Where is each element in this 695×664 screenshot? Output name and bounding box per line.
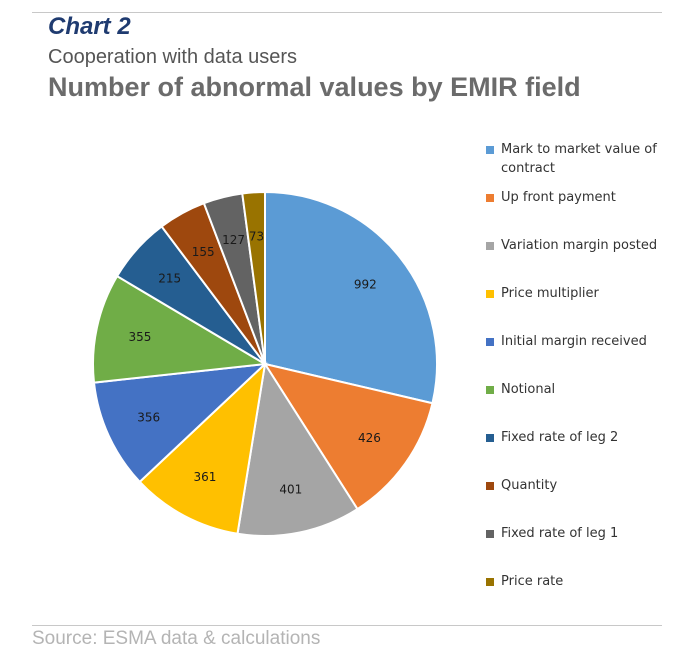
legend-swatch-3 <box>486 290 494 298</box>
legend-label-7: Quantity <box>501 478 558 493</box>
data-label-8: 127 <box>222 233 245 247</box>
legend-item-8: Fixed rate of leg 1 <box>486 524 669 543</box>
data-label-9: 73 <box>249 229 264 243</box>
legend-swatch-0 <box>486 146 494 154</box>
legend-item-0: Mark to market value of contract <box>486 140 669 178</box>
legend-swatch-4 <box>486 338 494 346</box>
legend-swatch-5 <box>486 386 494 394</box>
legend-item-4: Initial margin received <box>486 332 669 351</box>
chart-number: Chart 2 <box>48 13 131 40</box>
legend-label-2: Variation margin posted <box>501 238 658 253</box>
legend-label-4: Initial margin received <box>501 334 647 349</box>
pie-slice-1 <box>262 362 434 511</box>
legend-label-1: Up front payment <box>501 190 616 205</box>
data-label-7: 155 <box>192 245 215 259</box>
data-label-4: 356 <box>137 411 160 425</box>
chart-title: Number of abnormal values by EMIR field <box>48 72 581 102</box>
legend-item-7: Quantity <box>486 476 669 495</box>
pie-slice-4 <box>92 362 268 484</box>
pie-slice-9 <box>241 190 266 365</box>
legend-label-9: Price rate <box>501 574 564 589</box>
data-label-3: 361 <box>193 470 216 484</box>
data-label-5: 355 <box>128 330 151 344</box>
legend-label-5: Notional <box>501 382 556 397</box>
bottom-rule <box>32 625 662 626</box>
top-rule <box>32 12 662 13</box>
legend-label-8: Fixed rate of leg 1 <box>501 526 619 541</box>
legend-item-2: Variation margin posted <box>486 236 669 255</box>
legend-swatch-9 <box>486 578 494 586</box>
data-label-1: 426 <box>358 431 381 445</box>
legend-swatch-2 <box>486 242 494 250</box>
legend-item-3: Price multiplier <box>486 284 669 303</box>
pie-slice-3 <box>138 361 267 535</box>
data-label-2: 401 <box>279 482 302 496</box>
legend-item-6: Fixed rate of leg 2 <box>486 428 669 447</box>
legend-swatch-6 <box>486 434 494 442</box>
data-label-6: 215 <box>158 272 181 286</box>
pie-slice-0 <box>264 190 438 405</box>
legend-swatch-1 <box>486 194 494 202</box>
legend-item-1: Up front payment <box>486 188 669 207</box>
legend-label-6: Fixed rate of leg 2 <box>501 430 619 445</box>
legend-item-9: Price rate <box>486 572 669 591</box>
pie-slice-5 <box>92 274 269 384</box>
legend-swatch-7 <box>486 482 494 490</box>
legend-swatch-8 <box>486 530 494 538</box>
pie-slice-2 <box>236 361 359 537</box>
source-note: Source: ESMA data & calculations <box>32 628 321 649</box>
legend-label-3: Price multiplier <box>501 286 599 301</box>
legend-label-0: Mark to market value of contract <box>501 142 657 176</box>
legend-item-5: Notional <box>486 380 669 399</box>
chart-subtitle: Cooperation with data users <box>48 46 298 68</box>
data-label-0: 992 <box>354 277 377 291</box>
